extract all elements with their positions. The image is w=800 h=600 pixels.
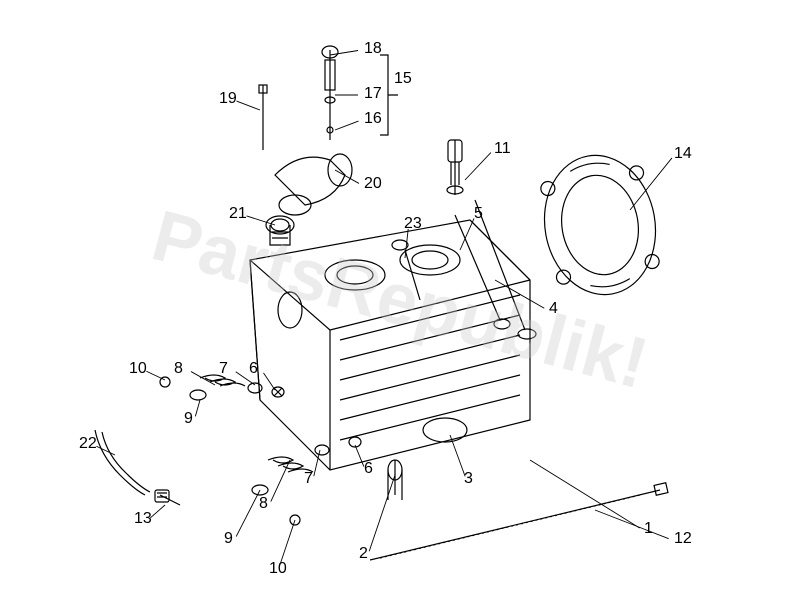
part-label-9: 9	[184, 410, 193, 428]
part-label-10b: 10	[269, 560, 287, 578]
part-label-3: 3	[464, 470, 473, 488]
part-label-22: 22	[79, 435, 97, 453]
part-label-14: 14	[674, 145, 692, 163]
part-label-8: 8	[174, 360, 183, 378]
part-label-19: 19	[219, 90, 237, 108]
engine-assembly-drawing	[0, 0, 800, 600]
part-label-16: 16	[364, 110, 382, 128]
part-label-21: 21	[229, 205, 247, 223]
part-label-6b: 6	[364, 460, 373, 478]
part-label-13: 13	[134, 510, 152, 528]
part-label-20: 20	[364, 175, 382, 193]
part-label-18: 18	[364, 40, 382, 58]
part-label-17: 17	[364, 85, 382, 103]
part-label-10: 10	[129, 360, 147, 378]
part-label-8b: 8	[259, 495, 268, 513]
part-label-9b: 9	[224, 530, 233, 548]
part-label-11: 11	[494, 140, 511, 158]
part-label-15: 15	[394, 70, 412, 88]
part-label-7b: 7	[304, 470, 313, 488]
part-label-12: 12	[674, 530, 692, 548]
part-label-6: 6	[249, 360, 258, 378]
part-label-7: 7	[219, 360, 228, 378]
part-label-23: 23	[404, 215, 422, 233]
part-label-4: 4	[549, 300, 558, 318]
part-label-1: 1	[644, 520, 653, 538]
diagram-container: PartsRepublik! 1234566778899101011121314…	[0, 0, 800, 600]
part-label-5: 5	[474, 205, 483, 223]
part-label-2: 2	[359, 545, 368, 563]
